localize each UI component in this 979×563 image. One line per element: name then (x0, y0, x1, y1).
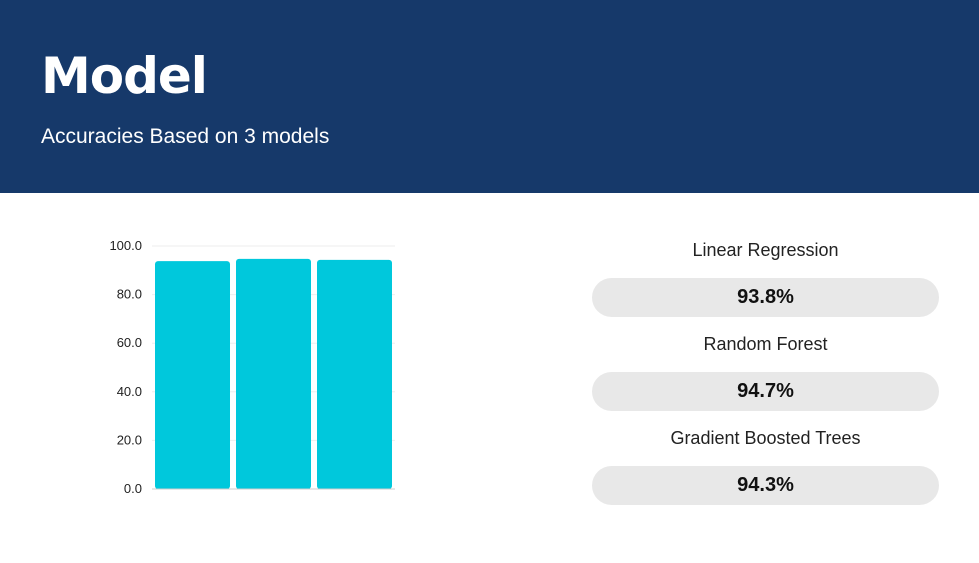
model-name: Linear Regression (692, 240, 839, 260)
model-accuracy-list: Linear Regression 93.8% Random Forest 94… (592, 234, 939, 516)
model-name: Gradient Boosted Trees (670, 428, 861, 448)
y-tick-label: 40.0 (117, 384, 142, 399)
bar-1 (155, 261, 230, 489)
bar-2 (236, 258, 311, 489)
model-accuracy-badge: 94.7% (592, 372, 939, 411)
y-tick-label: 60.0 (117, 335, 142, 350)
y-tick-label: 0.0 (124, 481, 142, 496)
model-item-gradient-boosted-trees: Gradient Boosted Trees 94.3% (592, 422, 939, 505)
header: Model Accuracies Based on 3 models (0, 0, 979, 193)
model-item-linear-regression: Linear Regression 93.8% (592, 234, 939, 317)
page-title: Model (41, 47, 208, 105)
model-accuracy-badge: 94.3% (592, 466, 939, 505)
model-accuracy-badge: 93.8% (592, 278, 939, 317)
accuracy-bar-chart: 0.0 20.0 40.0 60.0 80.0 100.0 (109, 238, 395, 496)
y-tick-label: 20.0 (117, 432, 142, 447)
page-subtitle: Accuracies Based on 3 models (41, 125, 330, 148)
model-item-random-forest: Random Forest 94.7% (592, 328, 939, 411)
y-tick-label: 100.0 (109, 238, 142, 253)
bar-3 (317, 259, 392, 489)
model-name: Random Forest (703, 334, 828, 354)
y-tick-label: 80.0 (117, 287, 142, 302)
